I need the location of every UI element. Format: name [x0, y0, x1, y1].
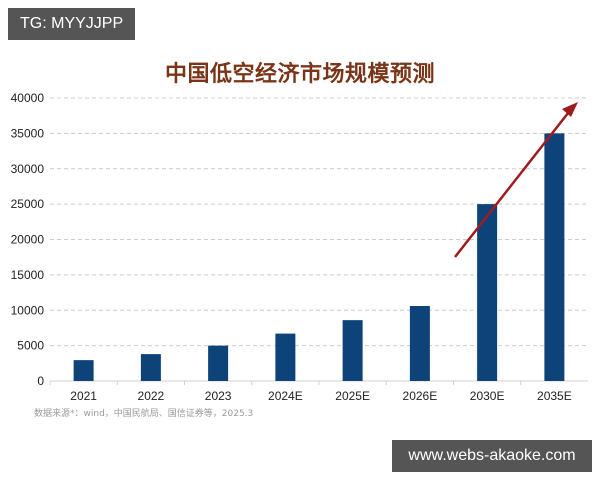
- bar-2022: [140, 354, 161, 381]
- y-tick-label: 0: [37, 374, 44, 388]
- bar-2035E: [544, 133, 565, 381]
- chart-title: 中国低空经济市场规模预测: [164, 62, 435, 87]
- y-tick-label: 40000: [11, 91, 45, 105]
- y-tick-label: 15000: [11, 268, 45, 282]
- bars: [73, 133, 565, 381]
- bar-2024E: [275, 333, 296, 381]
- x-tick-label: 2025E: [335, 389, 370, 403]
- y-tick-label: 30000: [11, 162, 45, 176]
- x-tick-label: 2035E: [537, 389, 572, 403]
- arrow-head-icon: [562, 102, 578, 117]
- x-tick-label: 2021: [70, 389, 97, 403]
- bar-2025E: [342, 320, 363, 381]
- y-tick-label: 20000: [11, 233, 45, 247]
- bar-2023: [208, 345, 229, 381]
- y-tick-label: 10000: [11, 303, 45, 317]
- y-axis-ticks: 0 5000 10000 15000 20000 25000 30000 35000 40000: [11, 91, 45, 388]
- x-tick-label: 2030E: [470, 389, 505, 403]
- x-tick-label: 2026E: [403, 389, 438, 403]
- gridlines: [50, 97, 588, 382]
- x-axis-ticks: 2021 2022 2023 2024E 2025E 2026E 2030E 2035E: [49, 381, 572, 403]
- x-tick-label: 2024E: [268, 389, 303, 403]
- source-note: 数据来源*：wind，中国民航局、国信证券等，2025.3: [34, 409, 254, 419]
- trend-arrow-line: [454, 107, 573, 258]
- y-tick-label: 35000: [11, 126, 45, 140]
- x-tick-label: 2022: [138, 389, 165, 403]
- watermark-top-left: TG: MYYJJPP: [8, 8, 136, 40]
- watermark-bottom-right: www.webs-akaoke.com: [392, 440, 592, 472]
- bar-2030E: [477, 204, 498, 381]
- y-tick-label: 25000: [11, 197, 45, 211]
- x-tick-label: 2023: [205, 389, 232, 403]
- trend-arrow-icon: [454, 102, 578, 258]
- bar-2021: [73, 360, 94, 381]
- y-tick-label: 5000: [17, 339, 44, 353]
- bar-2026E: [409, 306, 430, 381]
